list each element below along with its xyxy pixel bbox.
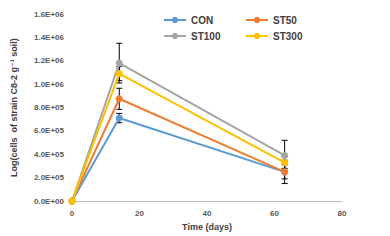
svg-text:4.0E+05: 4.0E+05 — [34, 150, 65, 159]
svg-text:1.0E+06: 1.0E+06 — [34, 80, 65, 89]
svg-text:ST50: ST50 — [273, 15, 297, 26]
svg-text:1.2E+06: 1.2E+06 — [34, 56, 65, 65]
svg-text:1.4E+06: 1.4E+06 — [34, 33, 65, 42]
svg-text:8.0E+05: 8.0E+05 — [34, 103, 65, 112]
svg-text:Log(cells of strain C8-2 g⁻¹: Log(cells of strain C8-2 g⁻¹ soil) — [9, 38, 19, 177]
svg-text:60: 60 — [270, 209, 279, 218]
svg-text:2.0E+05: 2.0E+05 — [34, 173, 65, 182]
svg-text:0.0E+00: 0.0E+00 — [34, 197, 65, 206]
svg-text:40: 40 — [203, 209, 212, 218]
svg-text:0: 0 — [70, 209, 75, 218]
svg-text:Time (days): Time (days) — [182, 222, 232, 232]
svg-text:20: 20 — [135, 209, 144, 218]
svg-text:ST100: ST100 — [191, 31, 221, 42]
svg-text:ST300: ST300 — [273, 31, 303, 42]
svg-text:CON: CON — [191, 15, 213, 26]
svg-text:80: 80 — [338, 209, 347, 218]
svg-text:1.6E+06: 1.6E+06 — [34, 10, 65, 19]
svg-text:6.0E+05: 6.0E+05 — [34, 126, 65, 135]
